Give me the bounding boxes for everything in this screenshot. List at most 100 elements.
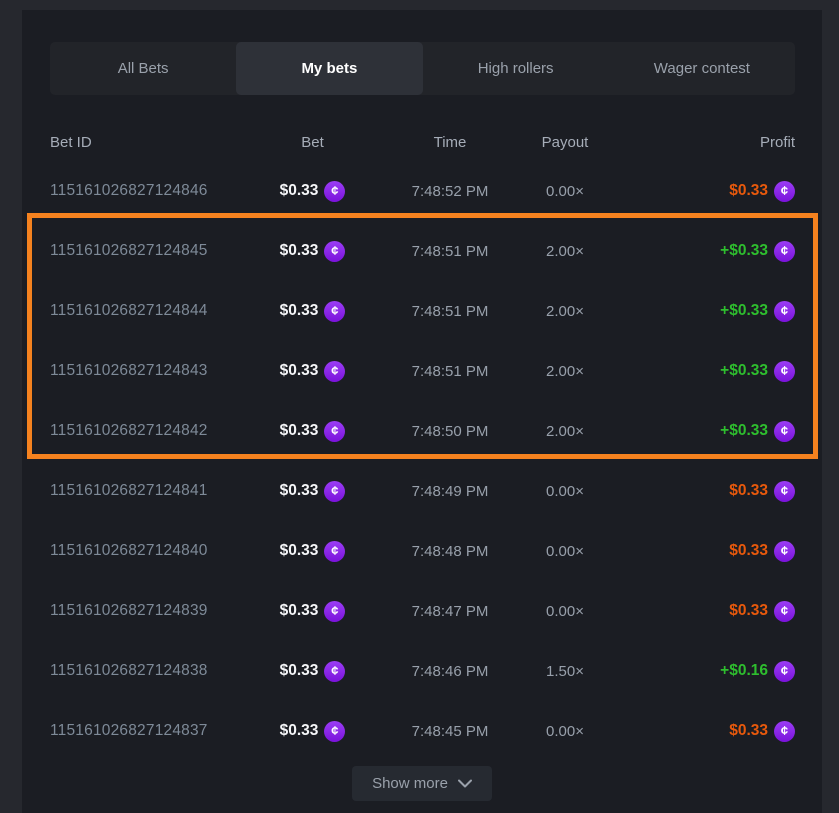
coin-icon: ¢ <box>324 420 346 442</box>
coin-icon: ¢ <box>324 480 346 502</box>
profit-value: +$0.33 <box>720 362 768 379</box>
payout-value: 0.00× <box>546 722 584 740</box>
bet-amount-value: $0.33 <box>279 722 319 739</box>
bet-id-value: 115161026827124839 <box>50 602 208 619</box>
time-value: 7:48:45 PM <box>411 722 489 740</box>
tab-label: High rollers <box>477 60 554 77</box>
table-row[interactable]: 115161026827124844 $0.33 ¢ 7:48:51 PM 2.… <box>50 281 795 341</box>
profit-value: +$0.33 <box>720 422 768 439</box>
bet-cell: $0.33 ¢ <box>240 300 385 322</box>
profit-cell: $0.33 ¢ <box>615 540 795 562</box>
profit-cell: +$0.33 ¢ <box>615 300 795 322</box>
profit-cell: $0.33 ¢ <box>615 480 795 502</box>
bets-table: Bet ID Bet Time Payout Profit 1151610268… <box>50 115 795 761</box>
time-value: 7:48:52 PM <box>411 182 489 200</box>
profit-cell: +$0.33 ¢ <box>615 420 795 442</box>
table-row[interactable]: 115161026827124838 $0.33 ¢ 7:48:46 PM 1.… <box>50 641 795 701</box>
table-row[interactable]: 115161026827124843 $0.33 ¢ 7:48:51 PM 2.… <box>50 341 795 401</box>
profit-cell: +$0.33 ¢ <box>615 240 795 262</box>
tab-my-bets[interactable]: My bets <box>236 42 423 95</box>
coin-icon: ¢ <box>774 180 795 202</box>
bet-cell: $0.33 ¢ <box>240 240 385 262</box>
bet-amount-value: $0.33 <box>279 602 319 619</box>
payout-value: 0.00× <box>546 542 584 560</box>
profit-cell: $0.33 ¢ <box>615 180 795 202</box>
payout-value: 2.00× <box>546 422 584 440</box>
payout-value: 1.50× <box>546 662 584 680</box>
tab-label: All Bets <box>117 60 169 77</box>
bet-cell: $0.33 ¢ <box>240 720 385 742</box>
table-row[interactable]: 115161026827124846 $0.33 ¢ 7:48:52 PM 0.… <box>50 161 795 221</box>
time-value: 7:48:51 PM <box>411 362 489 380</box>
header-profit: Profit <box>759 133 795 151</box>
coin-icon: ¢ <box>774 420 795 442</box>
header-bet-id: Bet ID <box>50 133 92 151</box>
bets-tabbar: All Bets My bets High rollers Wager cont… <box>50 42 795 95</box>
time-value: 7:48:49 PM <box>411 482 489 500</box>
coin-icon: ¢ <box>324 600 346 622</box>
table-row[interactable]: 115161026827124837 $0.33 ¢ 7:48:45 PM 0.… <box>50 701 795 761</box>
bet-cell: $0.33 ¢ <box>240 480 385 502</box>
bet-cell: $0.33 ¢ <box>240 540 385 562</box>
table-row[interactable]: 115161026827124842 $0.33 ¢ 7:48:50 PM 2.… <box>50 401 795 461</box>
payout-value: 0.00× <box>546 182 584 200</box>
profit-cell: +$0.16 ¢ <box>615 660 795 682</box>
tab-all-bets[interactable]: All Bets <box>50 42 236 95</box>
bet-amount-value: $0.33 <box>279 182 319 199</box>
profit-value: $0.33 <box>729 542 768 559</box>
coin-icon: ¢ <box>774 600 795 622</box>
table-header-row: Bet ID Bet Time Payout Profit <box>50 115 795 161</box>
time-value: 7:48:47 PM <box>411 602 489 620</box>
coin-icon: ¢ <box>324 720 346 742</box>
tab-label: My bets <box>301 60 358 77</box>
time-value: 7:48:51 PM <box>411 302 489 320</box>
coin-icon: ¢ <box>324 540 346 562</box>
show-more-label: Show more <box>372 775 448 792</box>
coin-icon: ¢ <box>774 300 795 322</box>
bet-cell: $0.33 ¢ <box>240 360 385 382</box>
header-time: Time <box>433 133 467 151</box>
time-value: 7:48:48 PM <box>411 542 489 560</box>
bet-amount-value: $0.33 <box>279 242 319 259</box>
bet-id-value: 115161026827124846 <box>50 182 208 199</box>
table-row[interactable]: 115161026827124839 $0.33 ¢ 7:48:47 PM 0.… <box>50 581 795 641</box>
coin-icon: ¢ <box>324 300 346 322</box>
bet-amount-value: $0.33 <box>279 422 319 439</box>
profit-value: $0.33 <box>729 182 768 199</box>
bet-id-value: 115161026827124841 <box>50 482 208 499</box>
chevron-down-icon <box>457 779 472 788</box>
show-more-container: Show more <box>22 766 822 801</box>
coin-icon: ¢ <box>324 660 346 682</box>
coin-icon: ¢ <box>774 540 795 562</box>
header-payout: Payout <box>541 133 589 151</box>
profit-cell: $0.33 ¢ <box>615 720 795 742</box>
tab-wager-contest[interactable]: Wager contest <box>609 42 795 95</box>
bet-id-value: 115161026827124844 <box>50 302 208 319</box>
bet-amount-value: $0.33 <box>279 302 319 319</box>
profit-value: $0.33 <box>729 722 768 739</box>
time-value: 7:48:46 PM <box>411 662 489 680</box>
table-row[interactable]: 115161026827124845 $0.33 ¢ 7:48:51 PM 2.… <box>50 221 795 281</box>
bet-id-value: 115161026827124845 <box>50 242 208 259</box>
coin-icon: ¢ <box>324 360 346 382</box>
coin-icon: ¢ <box>774 720 795 742</box>
bet-cell: $0.33 ¢ <box>240 600 385 622</box>
profit-value: +$0.33 <box>720 242 768 259</box>
coin-icon: ¢ <box>774 360 795 382</box>
profit-value: $0.33 <box>729 602 768 619</box>
coin-icon: ¢ <box>774 480 795 502</box>
tab-high-rollers[interactable]: High rollers <box>423 42 609 95</box>
payout-value: 0.00× <box>546 602 584 620</box>
coin-icon: ¢ <box>324 180 346 202</box>
show-more-button[interactable]: Show more <box>352 766 492 801</box>
payout-value: 2.00× <box>546 362 584 380</box>
profit-value: +$0.16 <box>720 662 768 679</box>
coin-icon: ¢ <box>774 240 795 262</box>
time-value: 7:48:51 PM <box>411 242 489 260</box>
coin-icon: ¢ <box>774 660 795 682</box>
bet-id-value: 115161026827124838 <box>50 662 208 679</box>
table-row[interactable]: 115161026827124840 $0.33 ¢ 7:48:48 PM 0.… <box>50 521 795 581</box>
table-row[interactable]: 115161026827124841 $0.33 ¢ 7:48:49 PM 0.… <box>50 461 795 521</box>
profit-value: +$0.33 <box>720 302 768 319</box>
bet-amount-value: $0.33 <box>279 542 319 559</box>
